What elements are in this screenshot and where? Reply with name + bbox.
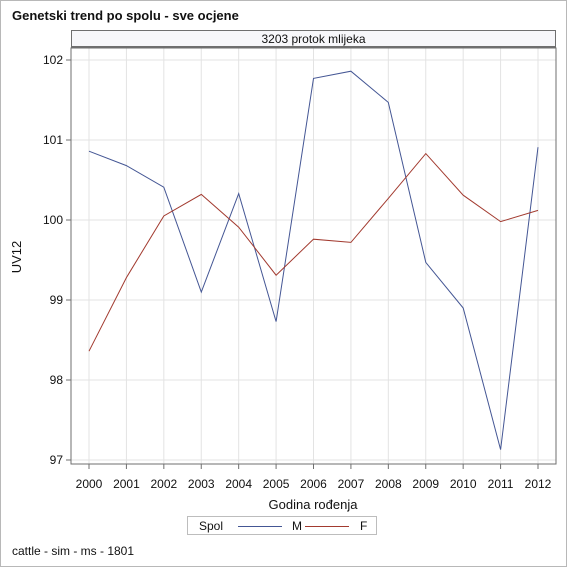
- legend-title: Spol: [199, 519, 224, 533]
- y-tick-label: 99: [50, 293, 64, 307]
- axis-layer: 97 98 99 100 101 102 2000 2001 2002 2003 2004 2005 2…: [43, 53, 552, 491]
- x-tick-label: 2006: [300, 477, 327, 491]
- x-tick-label: 2012: [525, 477, 552, 491]
- x-tick-label: 2008: [375, 477, 402, 491]
- x-tick-label: 2011: [488, 477, 514, 491]
- legend: Spol M F: [187, 516, 377, 535]
- x-tick-label: 2009: [412, 477, 439, 491]
- y-tick-label: 101: [43, 133, 63, 147]
- x-tick-label: 2001: [113, 477, 140, 491]
- y-axis-label: UV12: [9, 241, 24, 274]
- x-axis-label: Godina rođenja: [269, 497, 359, 512]
- panel-header: 3203 protok mlijeka: [71, 30, 556, 48]
- series-line-m: [88, 70, 539, 450]
- x-tick-label: 2003: [188, 477, 215, 491]
- y-tick-label: 98: [50, 373, 64, 387]
- series-layer: [88, 70, 539, 450]
- chart-title: Genetski trend po spolu - sve ocjene: [12, 8, 239, 23]
- x-tick-label: 2005: [263, 477, 290, 491]
- x-tick-label: 2002: [150, 477, 177, 491]
- x-tick-label: 2000: [76, 477, 103, 491]
- legend-label-m: M: [292, 519, 302, 533]
- legend-line-f: [305, 526, 349, 527]
- y-tick-label: 97: [50, 453, 64, 467]
- footnote: cattle - sim - ms - 1801: [12, 544, 135, 558]
- legend-label-f: F: [360, 519, 368, 533]
- grid-layer: [71, 48, 556, 464]
- y-tick-label: 102: [43, 53, 63, 67]
- y-tick-label: 100: [43, 213, 63, 227]
- series-line-f: [88, 152, 539, 352]
- legend-line-m: [238, 526, 282, 527]
- x-tick-label: 2007: [338, 477, 365, 491]
- x-tick-label: 2010: [450, 477, 477, 491]
- x-tick-label: 2004: [225, 477, 252, 491]
